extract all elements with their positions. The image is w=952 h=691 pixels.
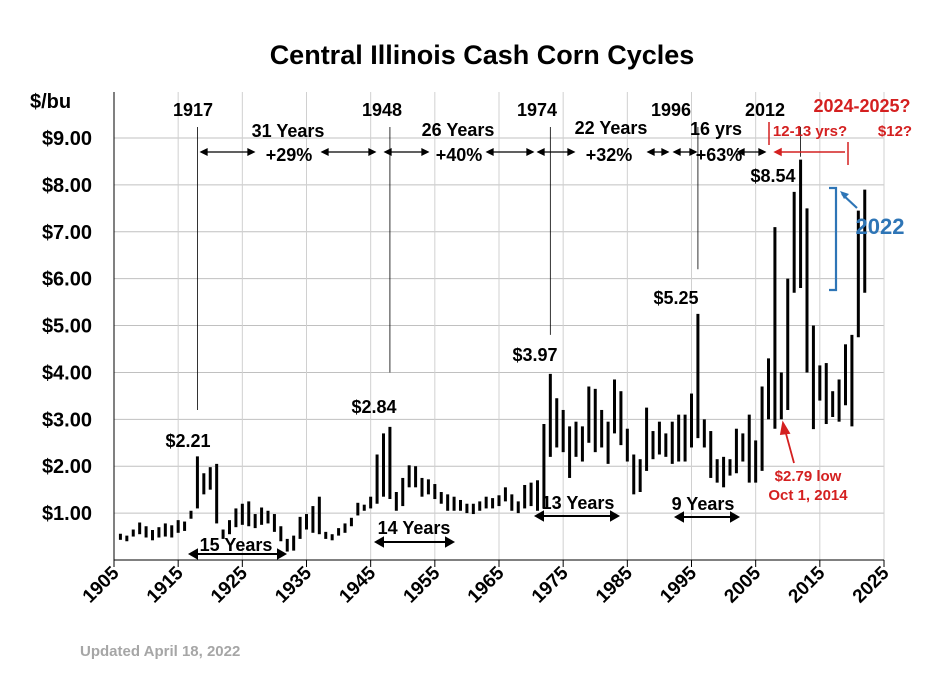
y-tick-label: $2.00 (42, 456, 92, 478)
x-tick-label: 1945 (335, 562, 380, 607)
low-cycle-arrow-3 (533, 510, 621, 522)
peak-year-1948: 1948 (362, 100, 402, 120)
y-tick-label: $8.00 (42, 175, 92, 197)
peak-guide-lines (197, 127, 801, 410)
peak-price-2012: $8.54 (750, 166, 795, 186)
forecast-span: 12-13 yrs? (773, 123, 847, 140)
x-tick-label: 1985 (592, 562, 637, 607)
low-cycle-arrow-2 (373, 536, 456, 548)
low-cycle-arrow-1 (187, 548, 288, 560)
cycle-span-1: 31 Years (252, 121, 325, 141)
x-tick-label: 1965 (464, 562, 509, 607)
low-cycle-2: 14 Years (378, 518, 451, 538)
y-tick-label: $4.00 (42, 362, 92, 384)
cycle-pct-2: +40% (436, 145, 483, 165)
y-tick-label: $7.00 (42, 222, 92, 244)
cycle-span-2: 26 Years (422, 120, 495, 140)
cycle-span-4: 16 yrs (690, 119, 742, 139)
current-label: 2022 (856, 214, 905, 239)
low-2014-arrow (779, 420, 795, 464)
x-tick-label: 1915 (143, 562, 188, 607)
x-tick-label: 1925 (207, 562, 252, 607)
gridlines (113, 92, 885, 567)
peak-price-1996: $5.25 (653, 288, 698, 308)
current-arrowhead (840, 191, 849, 199)
x-tick-label: 1905 (79, 562, 124, 607)
peak-year-1996: 1996 (651, 100, 691, 120)
peak-price-1948: $2.84 (351, 397, 396, 417)
y-tick-label: $3.00 (42, 409, 92, 431)
forecast-price: $12? (878, 123, 912, 140)
price-bars (118, 159, 867, 552)
cycle-pct-1: +29% (266, 145, 313, 165)
low-cycle-1: 15 Years (200, 535, 273, 555)
chart-title: Central Illinois Cash Corn Cycles (270, 40, 695, 70)
forecast-year: 2024-2025? (813, 96, 910, 116)
y-tick-label: $1.00 (42, 503, 92, 525)
low-cycle-arrow-4 (673, 511, 741, 523)
low-2014-label: $2.79 low (775, 468, 842, 485)
low-cycle-3: 13 Years (542, 493, 615, 513)
peak-price-1974: $3.97 (512, 345, 557, 365)
x-tick-label: 2015 (785, 562, 830, 607)
peak-year-1974: 1974 (517, 100, 557, 120)
x-tick-labels: 1905 1915 1925 1935 1945 1955 1965 1975 1985 1995… (79, 562, 894, 607)
x-tick-label: 2005 (720, 562, 765, 607)
y-tick-label: $9.00 (42, 128, 92, 150)
cycle-arrows (199, 147, 767, 157)
updated-note: Updated April 18, 2022 (80, 643, 240, 660)
low-2014-date: Oct 1, 2014 (768, 487, 848, 504)
peak-year-2012: 2012 (745, 100, 785, 120)
y-axis-label: $/bu (30, 91, 71, 113)
peak-year-1917: 1917 (173, 100, 213, 120)
x-tick-label: 1935 (271, 562, 316, 607)
y-tick-label: $5.00 (42, 316, 92, 338)
x-tick-label: 1975 (528, 562, 573, 607)
cycle-pct-3: +32% (586, 145, 633, 165)
y-tick-label: $6.00 (42, 269, 92, 291)
low-cycle-4: 9 Years (672, 494, 735, 514)
x-tick-label: 2025 (849, 562, 894, 607)
cycle-pct-4: +63% (696, 145, 743, 165)
peak-price-1917: $2.21 (165, 431, 210, 451)
x-tick-label: 1995 (656, 562, 701, 607)
cycle-span-3: 22 Years (575, 118, 648, 138)
x-tick-label: 1955 (400, 562, 445, 607)
current-bracket (829, 186, 858, 292)
forecast-arrow (773, 142, 849, 165)
y-tick-labels: $1.00 $2.00 $3.00 $4.00 $5.00 $6.00 $7.00 $8.00… (42, 128, 92, 525)
